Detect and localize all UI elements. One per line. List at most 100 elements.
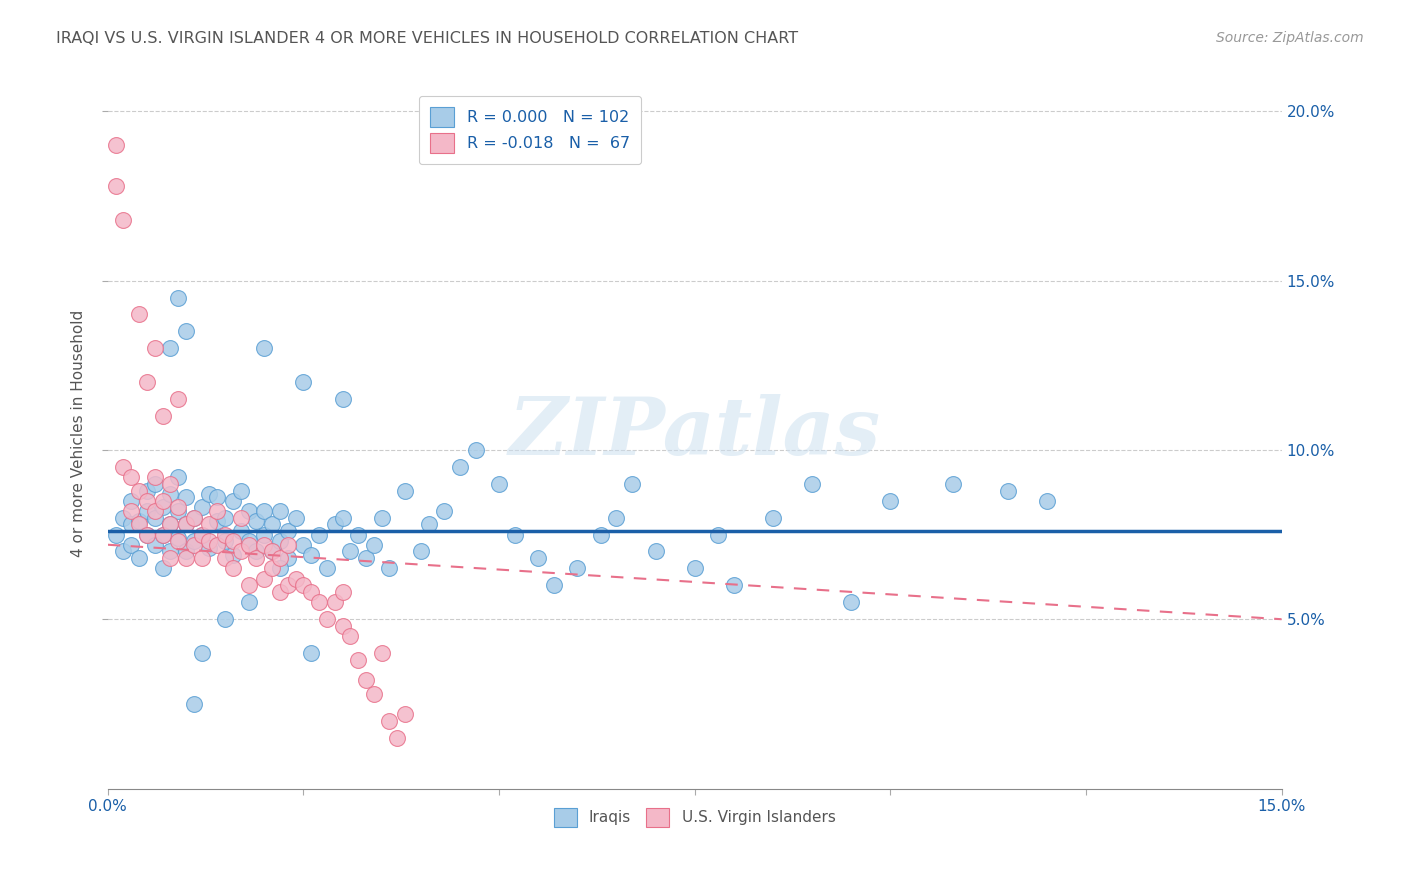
Point [238, 538, 260, 552]
Point [183, 538, 205, 552]
Point [347, 527, 370, 541]
Point [1036, 493, 1059, 508]
Point [198, 541, 221, 555]
Point [370, 510, 392, 524]
Point [167, 470, 190, 484]
Point [120, 470, 142, 484]
Text: IRAQI VS U.S. VIRGIN ISLANDER 4 OR MORE VEHICLES IN HOUSEHOLD CORRELATION CHART: IRAQI VS U.S. VIRGIN ISLANDER 4 OR MORE … [56, 31, 799, 46]
Point [262, 517, 284, 532]
Point [152, 493, 174, 508]
Point [112, 459, 135, 474]
Legend: Iraqis, U.S. Virgin Islanders: Iraqis, U.S. Virgin Islanders [546, 800, 844, 834]
Point [190, 500, 212, 515]
Point [308, 527, 330, 541]
Point [128, 483, 150, 498]
Point [152, 527, 174, 541]
Point [387, 731, 409, 745]
Point [363, 687, 385, 701]
Y-axis label: 4 or more Vehicles in Household: 4 or more Vehicles in Household [72, 310, 86, 557]
Point [997, 483, 1019, 498]
Point [269, 551, 291, 566]
Point [269, 561, 291, 575]
Point [277, 538, 299, 552]
Text: Source: ZipAtlas.com: Source: ZipAtlas.com [1216, 31, 1364, 45]
Point [323, 595, 346, 609]
Point [418, 517, 440, 532]
Point [128, 517, 150, 532]
Point [128, 308, 150, 322]
Text: ZIPatlas: ZIPatlas [509, 394, 880, 472]
Point [879, 493, 901, 508]
Point [120, 517, 142, 532]
Point [284, 510, 307, 524]
Point [159, 476, 181, 491]
Point [292, 538, 315, 552]
Point [183, 510, 205, 524]
Point [464, 442, 486, 457]
Point [229, 510, 252, 524]
Point [723, 578, 745, 592]
Point [143, 538, 166, 552]
Point [503, 527, 526, 541]
Point [167, 291, 190, 305]
Point [207, 491, 229, 505]
Point [299, 585, 322, 599]
Point [394, 706, 416, 721]
Point [253, 527, 276, 541]
Point [174, 517, 197, 532]
Point [253, 342, 276, 356]
Point [229, 483, 252, 498]
Point [112, 544, 135, 558]
Point [214, 527, 236, 541]
Point [143, 476, 166, 491]
Point [942, 476, 965, 491]
Point [707, 527, 730, 541]
Point [167, 534, 190, 549]
Point [143, 470, 166, 484]
Point [222, 548, 245, 562]
Point [198, 534, 221, 549]
Point [222, 534, 245, 549]
Point [332, 585, 354, 599]
Point [315, 612, 337, 626]
Point [135, 375, 157, 389]
Point [253, 504, 276, 518]
Point [839, 595, 862, 609]
Point [183, 697, 205, 711]
Point [378, 561, 401, 575]
Point [214, 551, 236, 566]
Point [308, 595, 330, 609]
Point [238, 504, 260, 518]
Point [253, 538, 276, 552]
Point [120, 493, 142, 508]
Point [245, 551, 267, 566]
Point [323, 517, 346, 532]
Point [449, 459, 471, 474]
Point [277, 551, 299, 566]
Point [339, 544, 361, 558]
Point [135, 504, 157, 518]
Point [567, 561, 589, 575]
Point [354, 551, 377, 566]
Point [112, 510, 135, 524]
Point [527, 551, 550, 566]
Point [245, 544, 267, 558]
Point [167, 500, 190, 515]
Point [135, 483, 157, 498]
Point [128, 551, 150, 566]
Point [394, 483, 416, 498]
Point [159, 551, 181, 566]
Point [238, 534, 260, 549]
Point [262, 544, 284, 558]
Point [238, 595, 260, 609]
Point [229, 524, 252, 538]
Point [190, 527, 212, 541]
Point [128, 514, 150, 528]
Point [159, 544, 181, 558]
Point [245, 514, 267, 528]
Point [363, 538, 385, 552]
Point [315, 561, 337, 575]
Point [621, 476, 644, 491]
Point [207, 504, 229, 518]
Point [120, 504, 142, 518]
